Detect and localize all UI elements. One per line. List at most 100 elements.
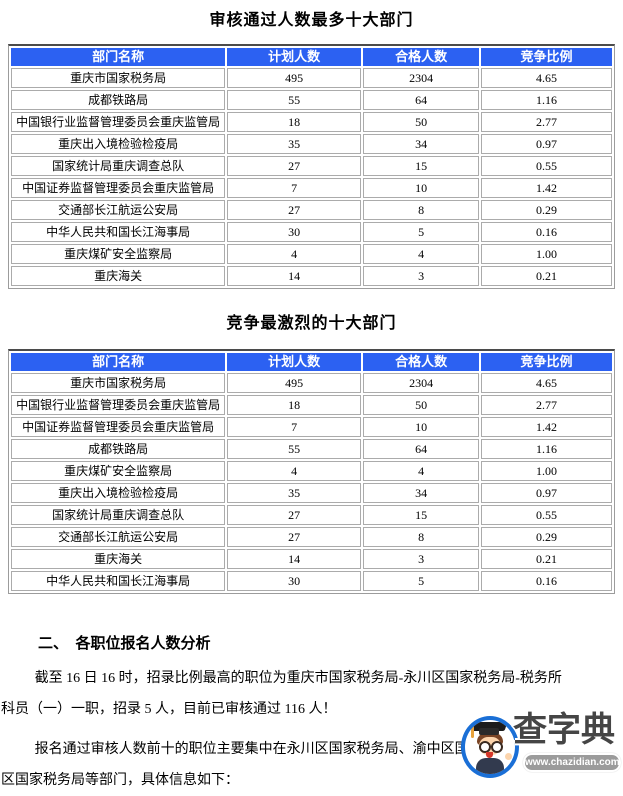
table-cell: 14 [227, 266, 362, 286]
column-header: 竞争比例 [481, 48, 612, 66]
chazidian-watermark: 查字典 www.chazidian.com [461, 711, 621, 778]
table-cell: 35 [227, 483, 362, 503]
table-cell: 15 [363, 505, 480, 525]
table-cell: 5 [363, 222, 480, 242]
table-row: 重庆市国家税务局 495 2304 4.65 [11, 373, 612, 393]
table-cell: 中华人民共和国长江海事局 [11, 571, 226, 591]
table-row: 成都铁路局 55 64 1.16 [11, 90, 612, 110]
table-row: 中国银行业监督管理委员会重庆监管局 18 50 2.77 [11, 395, 612, 415]
table-row: 重庆煤矿安全监察局 4 4 1.00 [11, 244, 612, 264]
table-cell: 1.00 [481, 461, 612, 481]
table-row: 交通部长江航运公安局 27 8 0.29 [11, 200, 612, 220]
table-cell: 2304 [363, 68, 480, 88]
table-cell: 7 [227, 178, 362, 198]
table-cell: 4 [363, 244, 480, 264]
table-cell: 重庆海关 [11, 266, 226, 286]
column-header: 竞争比例 [481, 353, 612, 371]
table-cell: 重庆出入境检验检疫局 [11, 483, 226, 503]
table-cell: 50 [363, 395, 480, 415]
table-cell: 3 [363, 266, 480, 286]
table-cell: 4 [363, 461, 480, 481]
table-cell: 0.55 [481, 505, 612, 525]
table-cell: 34 [363, 134, 480, 154]
table-cell: 0.97 [481, 134, 612, 154]
table-cell: 5 [363, 571, 480, 591]
watermark-brand-text: 查字典 [513, 711, 615, 749]
table-row: 中国证券监督管理委员会重庆监管局 7 10 1.42 [11, 178, 612, 198]
table-cell: 0.55 [481, 156, 612, 176]
table-cell: 495 [227, 68, 362, 88]
table-cell: 1.00 [481, 244, 612, 264]
table-cell: 交通部长江航运公安局 [11, 527, 226, 547]
table-body: 重庆市国家税务局 495 2304 4.65 成都铁路局 55 64 1.16 中国银行业监督管… [11, 68, 612, 286]
table-cell: 1.16 [481, 90, 612, 110]
table-cell: 0.21 [481, 266, 612, 286]
table-cell: 1.42 [481, 417, 612, 437]
table-cell: 国家统计局重庆调查总队 [11, 156, 226, 176]
column-header: 部门名称 [11, 48, 226, 66]
table-row: 国家统计局重庆调查总队 27 15 0.55 [11, 505, 612, 525]
column-header: 合格人数 [363, 353, 480, 371]
table-cell: 中国证券监督管理委员会重庆监管局 [11, 417, 226, 437]
table-cell: 8 [363, 200, 480, 220]
table-cell: 50 [363, 112, 480, 132]
table-cell: 0.16 [481, 571, 612, 591]
table-row: 重庆市国家税务局 495 2304 4.65 [11, 68, 612, 88]
table-cell: 495 [227, 373, 362, 393]
table-cell: 55 [227, 90, 362, 110]
table-cell: 3 [363, 549, 480, 569]
table-row: 国家统计局重庆调查总队 27 15 0.55 [11, 156, 612, 176]
table-cell: 18 [227, 395, 362, 415]
table-cell: 重庆出入境检验检疫局 [11, 134, 226, 154]
table-cell: 国家统计局重庆调查总队 [11, 505, 226, 525]
table-row: 中华人民共和国长江海事局 30 5 0.16 [11, 222, 612, 242]
table-row: 中华人民共和国长江海事局 30 5 0.16 [11, 571, 612, 591]
table-cell: 27 [227, 505, 362, 525]
table-cell: 30 [227, 571, 362, 591]
table-cell: 2.77 [481, 112, 612, 132]
table-cell: 2304 [363, 373, 480, 393]
table-header-row: 部门名称 计划人数 合格人数 竞争比例 [11, 353, 612, 371]
table-cell: 0.97 [481, 483, 612, 503]
paragraph-line: 报名通过审核人数前十的职位主要集中在永川区国家税务局、渝中区国 [34, 742, 469, 757]
table-cell: 10 [363, 417, 480, 437]
table-row: 重庆出入境检验检疫局 35 34 0.97 [11, 134, 612, 154]
table-cell: 15 [363, 156, 480, 176]
table-cell: 中华人民共和国长江海事局 [11, 222, 226, 242]
table-cell: 4 [227, 461, 362, 481]
table-cell: 成都铁路局 [11, 439, 226, 459]
table-cell: 2.77 [481, 395, 612, 415]
table-cell: 30 [227, 222, 362, 242]
mascot-icon [461, 716, 519, 778]
table-cell: 8 [363, 527, 480, 547]
table-cell: 35 [227, 134, 362, 154]
table-row: 成都铁路局 55 64 1.16 [11, 439, 612, 459]
paragraph-1: 截至 16 日 16 时，招录比例最高的职位为重庆市国家税务局-永川区国家税务局… [0, 663, 623, 725]
table-cell: 中国银行业监督管理委员会重庆监管局 [11, 112, 226, 132]
table-cell: 重庆海关 [11, 549, 226, 569]
most-approved-table: 部门名称 计划人数 合格人数 竞争比例 重庆市国家税务局 495 2304 4.65 成都铁路… [8, 44, 615, 289]
table-cell: 27 [227, 200, 362, 220]
watermark-url: www.chazidian.com [523, 753, 621, 772]
table-cell: 7 [227, 417, 362, 437]
paragraph-line: 截至 16 日 16 时，招录比例最高的职位为重庆市国家税务局-永川区国家税务局… [34, 671, 562, 686]
table-cell: 交通部长江航运公安局 [11, 200, 226, 220]
table-cell: 18 [227, 112, 362, 132]
table-cell: 1.16 [481, 439, 612, 459]
table-cell: 27 [227, 527, 362, 547]
table-cell: 55 [227, 439, 362, 459]
table-cell: 27 [227, 156, 362, 176]
column-header: 合格人数 [363, 48, 480, 66]
paragraph-line: 科员（一）一职，招录 5 人，目前已审核通过 116 人！ [1, 702, 337, 717]
table-cell: 34 [363, 483, 480, 503]
table-cell: 重庆煤矿安全监察局 [11, 244, 226, 264]
table-cell: 4 [227, 244, 362, 264]
analysis-section-heading: 二、 各职位报名人数分析 [38, 635, 211, 652]
table-cell: 中国证券监督管理委员会重庆监管局 [11, 178, 226, 198]
table-cell: 中国银行业监督管理委员会重庆监管局 [11, 395, 226, 415]
table-cell: 重庆市国家税务局 [11, 68, 226, 88]
table-row: 中国证券监督管理委员会重庆监管局 7 10 1.42 [11, 417, 612, 437]
table-cell: 4.65 [481, 373, 612, 393]
table-cell: 0.29 [481, 200, 612, 220]
column-header: 计划人数 [227, 48, 362, 66]
